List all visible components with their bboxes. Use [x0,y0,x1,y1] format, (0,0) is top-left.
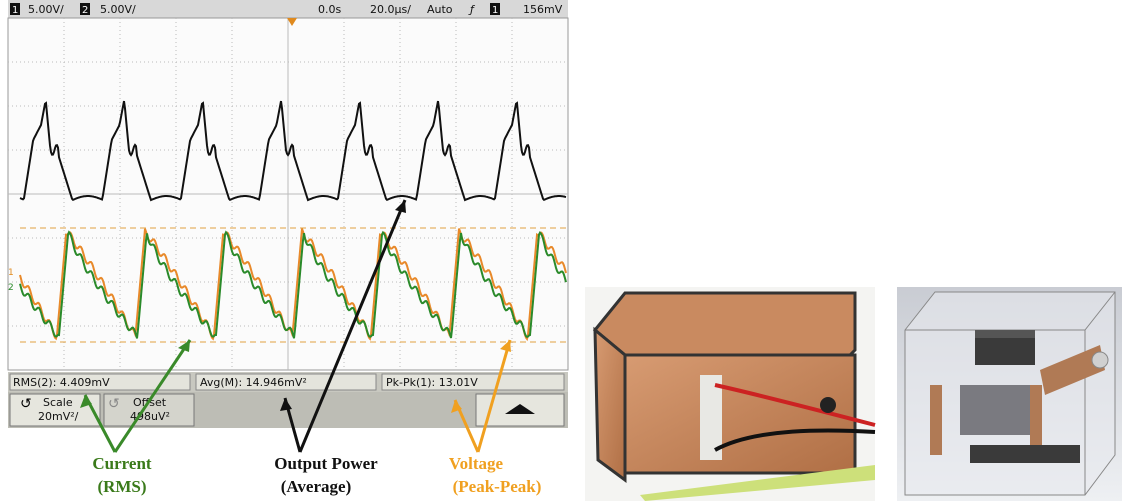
render-image [897,287,1122,501]
scope-grid [8,18,568,370]
annotation-subtitle: (Average) [281,477,351,496]
trigger-edge: ƒ [468,3,476,16]
knob-icon: ↺ [20,396,32,412]
trigger-marker [287,18,297,26]
measurement: Avg(M): 14.946mV² [200,376,307,389]
ch-box [490,3,500,15]
scope-header [8,0,568,18]
knob-icon: ↺ [108,396,120,412]
trigger-mode: Auto [427,3,453,16]
ch-box [80,3,90,15]
trace-marker: 2 [8,283,14,293]
current-trace [19,230,567,339]
device-photo [585,287,876,501]
measure-box [381,373,565,391]
ch2: 2 [82,5,88,16]
up-arrow [505,404,535,414]
softkey-label: Scale [43,396,73,409]
ch1-scale: 5.00V/ [28,3,64,16]
annotation-title: Voltage [449,454,504,473]
trigger-level: 156mV [523,3,563,16]
ch-box [10,3,20,15]
delay: 0.0s [318,3,341,16]
annotation-subtitle: (RMS) [97,477,146,496]
measurement: Pk-Pk(1): 13.01V [386,376,478,389]
measurement: RMS(2): 4.409mV [13,376,110,389]
annotation-subtitle: (Peak-Peak) [453,477,542,496]
ch2-scale: 5.00V/ [100,3,136,16]
voltage-trace [19,228,567,342]
timebase: 20.0µs/ [370,3,411,16]
softkey-value: 20mV²/ [38,410,79,423]
annotation-title: Current [92,454,152,473]
trace-marker: 1 [8,268,14,278]
trigger-channel: 1 [492,5,498,16]
arrow-heads [80,200,511,413]
power-trace [19,100,567,202]
measure-box [9,373,191,391]
ch1: 1 [12,5,18,16]
annotation-title: Output Power [274,454,378,473]
